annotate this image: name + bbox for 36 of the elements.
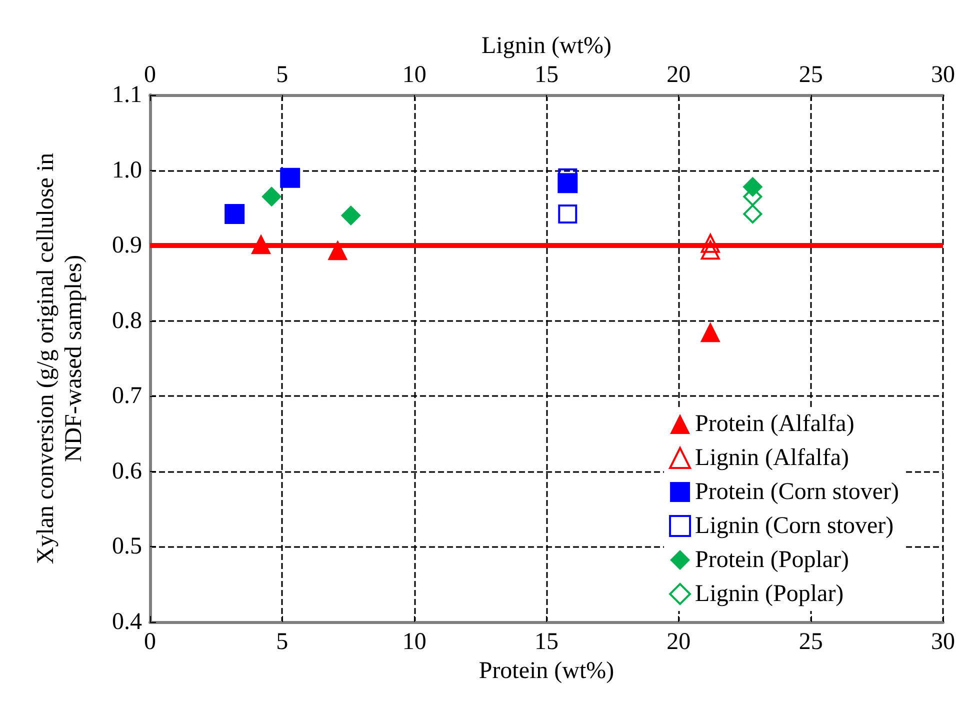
point [700, 322, 720, 342]
legend-label: Protein (Alfalfa) [695, 411, 854, 437]
point [262, 186, 282, 207]
x-tick-label: 0 [144, 629, 156, 655]
x-tick-label: 25 [798, 629, 823, 655]
legend-label: Protein (Corn stover) [695, 479, 900, 505]
y-tick-label: 1.1 [112, 82, 142, 108]
x2-tick-label: 15 [534, 62, 558, 88]
x2-tick-label: 0 [144, 62, 156, 88]
legend-label: Lignin (Corn stover) [695, 513, 894, 539]
x2-tick-label: 10 [402, 62, 426, 88]
x-tick-label: 5 [276, 629, 288, 655]
legend-label: Lignin (Poplar) [695, 581, 844, 607]
y-tick-label: 0.7 [112, 383, 142, 410]
x2-tick-label: 5 [276, 62, 288, 88]
y-tick-label: 0.9 [112, 232, 142, 259]
y-axis-title: Xylan conversion (g/g original cellulose in NDF-wased samples) [33, 152, 87, 564]
y-tick-label: 0.6 [112, 458, 142, 484]
x2-tick-label: 25 [798, 62, 823, 88]
y-tick-label: 0.4 [112, 609, 142, 635]
x-tick-label: 20 [666, 629, 691, 655]
x2-tick-label: 20 [666, 62, 691, 88]
point [340, 205, 361, 226]
point [224, 204, 245, 224]
x-axis-title: Protein (wt%) [478, 658, 614, 684]
y-tick-label: 0.5 [112, 534, 142, 560]
y-tick-label: 1.0 [112, 157, 142, 184]
x-tick-label: 15 [534, 629, 558, 655]
y-tick-label: 0.8 [112, 308, 142, 334]
legend-label: Lignin (Alfalfa) [695, 445, 849, 471]
legend-label: Protein (Poplar) [695, 547, 850, 573]
point [280, 168, 300, 188]
x2-tick-label: 30 [931, 62, 955, 88]
x-tick-label: 10 [402, 629, 426, 655]
x-tick-label: 30 [931, 629, 955, 655]
x2-axis-title: Lignin (wt%) [482, 33, 612, 60]
